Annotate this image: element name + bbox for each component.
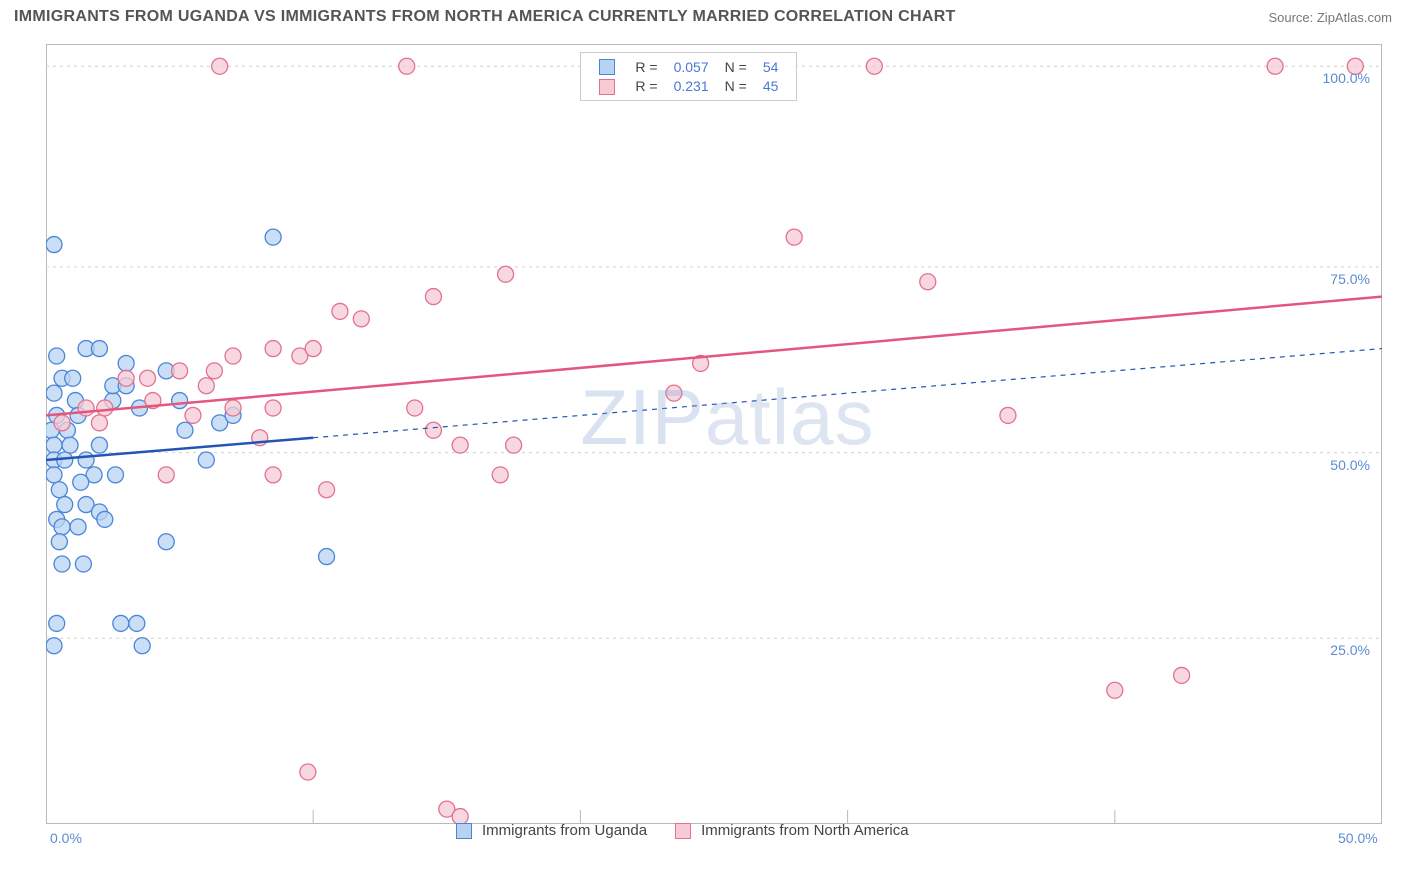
y-tick-label: 50.0% — [1330, 457, 1370, 473]
y-tick-label: 25.0% — [1330, 642, 1370, 658]
x-tick-label: 0.0% — [50, 830, 82, 846]
legend-series-item: Immigrants from North America — [675, 822, 909, 839]
chart-source: Source: ZipAtlas.com — [1268, 10, 1392, 25]
legend-series-item: Immigrants from Uganda — [456, 822, 647, 839]
legend-stats-row: R =0.057N =54 — [591, 57, 786, 76]
watermark: ZIPatlas — [580, 372, 874, 463]
legend-series: Immigrants from Uganda Immigrants from No… — [456, 822, 909, 839]
y-tick-label: 75.0% — [1330, 271, 1370, 287]
plot-area: ZIPatlas R =0.057N =54R =0.231N =45 Immi… — [46, 44, 1382, 824]
watermark-thin: atlas — [705, 373, 875, 461]
legend-stats-table: R =0.057N =54R =0.231N =45 — [591, 57, 786, 96]
watermark-bold: ZIP — [580, 373, 704, 461]
y-tick-label: 100.0% — [1323, 70, 1370, 86]
legend-stats: R =0.057N =54R =0.231N =45 — [580, 52, 797, 101]
chart-title: IMMIGRANTS FROM UGANDA VS IMMIGRANTS FRO… — [14, 8, 956, 26]
chart-header: IMMIGRANTS FROM UGANDA VS IMMIGRANTS FRO… — [0, 0, 1406, 30]
x-tick-label: 50.0% — [1338, 830, 1378, 846]
legend-stats-row: R =0.231N =45 — [591, 76, 786, 95]
